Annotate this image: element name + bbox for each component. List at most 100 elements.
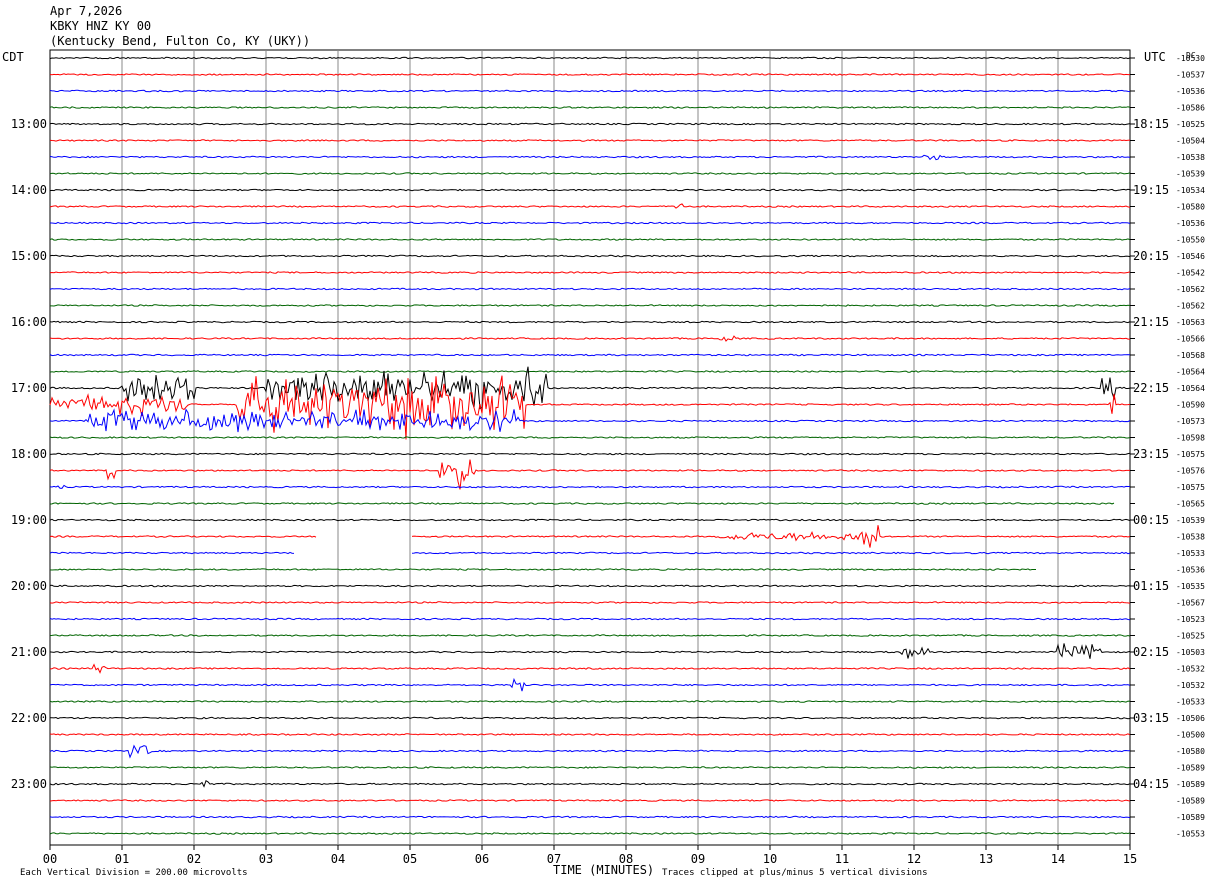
trace-line [49,700,1131,703]
trace-line [49,766,1131,769]
dc-offset-label: -10539 [1176,516,1205,525]
dc-offset-label: -10562 [1176,285,1205,294]
trace-line [49,56,1131,60]
trace-line [49,744,1130,759]
dc-offset-label: -10573 [1176,417,1205,426]
trace-line [49,287,1131,291]
dc-offset-label: -10586 [1176,104,1205,113]
trace-line [49,436,1131,439]
dc-offset-label: -10500 [1176,731,1205,740]
trace-line [49,335,1130,342]
cdt-hour-label: 16:00 [11,315,47,329]
x-tick-label: 10 [763,852,777,866]
utc-hour-label: 03:15 [1133,711,1169,725]
cdt-hour-label: 19:00 [11,513,47,527]
trace-line [49,122,1131,126]
trace-line [49,779,1131,788]
dc-offset-label: -10506 [1176,714,1205,723]
dc-offset-label: -10564 [1176,368,1205,377]
trace-line [49,799,1131,802]
trace-line [49,518,1131,522]
utc-hour-label: 22:15 [1133,381,1169,395]
plot-frame [49,49,1131,846]
dc-offset-label: -10523 [1176,615,1205,624]
trace-group [49,56,1131,835]
cdt-hour-label: 14:00 [11,183,47,197]
trace-line [49,139,1131,142]
header-station: KBKY HNZ KY 00 [50,19,152,33]
trace-line [49,502,1115,505]
x-tick-label: 09 [691,852,705,866]
cdt-hour-label: 15:00 [11,249,47,263]
utc-hour-label: 04:15 [1133,777,1169,791]
trace-line [49,832,1131,835]
utc-hour-label: 21:15 [1133,315,1169,329]
dc-offset-label: -10503 [1176,648,1205,657]
dc-offset-label: -10532 [1176,665,1205,674]
trace-line [49,459,1130,490]
dc-offset-label: -10536 [1176,566,1205,575]
x-tick-label: 02 [187,852,201,866]
dc-offset-label: -10565 [1176,500,1205,509]
cdt-hour-label: 23:00 [11,777,47,791]
cdt-hour-label: 13:00 [11,117,47,131]
cdt-hour-label: 18:00 [11,447,47,461]
x-tick-label: 06 [475,852,489,866]
trace-line [49,568,1036,571]
trace-line [49,484,1130,489]
trace-line [49,238,1131,241]
x-tick-label: 01 [115,852,129,866]
trace-line [49,188,1131,192]
cdt-axis-label: CDT [2,50,24,64]
dc-offset-label: -10536 [1176,87,1205,96]
x-tick-label: 07 [547,852,561,866]
dc-offset-label: -10533 [1176,698,1205,707]
grid-lines [49,49,1135,850]
dc-offset-label: -10539 [1176,170,1205,179]
x-tick-label: 05 [403,852,417,866]
trace-line [49,271,1131,274]
x-tick-label: 12 [907,852,921,866]
trace-line [49,73,1130,76]
x-tick-label: 15 [1123,852,1137,866]
dc-offset-label: -10575 [1176,450,1205,459]
dc-offset-label: -10567 [1176,599,1205,608]
dc-offset-label: -10563 [1176,318,1205,327]
trace-line [49,617,1131,621]
dc-offset-label: -10564 [1176,384,1205,393]
dc-offset-label: -10562 [1176,302,1205,311]
x-tick-label: 08 [619,852,633,866]
dc-axis-label: DC [1186,51,1196,60]
clip-note: Traces clipped at plus/minus 5 vertical … [662,868,928,878]
trace-line [49,601,1131,604]
x-tick-label: 00 [43,852,57,866]
trace-line [49,254,1131,258]
cdt-hour-label: 22:00 [11,711,47,725]
dc-offset-label: -10537 [1176,71,1205,80]
trace-line [49,815,1131,819]
dc-offset-label: -10532 [1176,681,1205,690]
trace-line [49,716,1131,720]
trace-line [49,370,1131,373]
dc-offset-label: -10589 [1176,797,1205,806]
dc-offset-label: -10538 [1176,153,1205,162]
trace-line [49,366,1131,410]
cdt-hour-label: 17:00 [11,381,47,395]
dc-offset-label: -10542 [1176,269,1205,278]
trace-line [49,525,1131,548]
dc-offset-label: -10525 [1176,632,1205,641]
dc-offset-label: -10534 [1176,186,1205,195]
dc-offset-label: -10538 [1176,533,1205,542]
dc-offset-label: -10580 [1176,747,1205,756]
label-group: 00 01 02 03 04 05 06 07 08 09 10 11 12 13 14 15 -10530 -1… [11,54,1205,866]
trace-line [49,154,1131,161]
trace-line [49,584,1131,588]
trace-line [49,172,1131,175]
dc-offset-label: -10504 [1176,137,1205,146]
dc-offset-label: -10576 [1176,467,1205,476]
dc-offset-label: -10536 [1176,219,1205,228]
dc-offset-label: -10568 [1176,351,1205,360]
dc-offset-label: -10575 [1176,483,1205,492]
trace-line [49,320,1131,324]
